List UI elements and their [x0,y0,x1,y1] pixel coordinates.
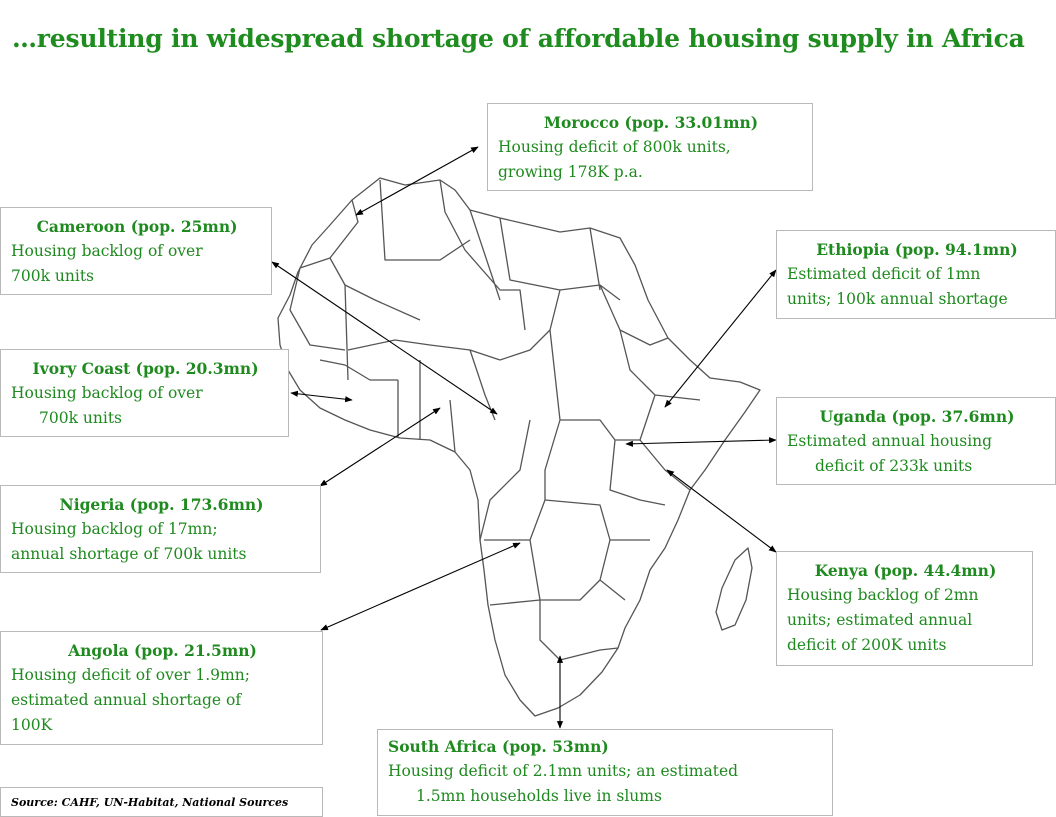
nigeria-line2: annual shortage of 700k units [11,545,247,563]
kenya-line3: deficit of 200K units [787,636,947,654]
box-kenya: Kenya (pop. 44.4mn) Housing backlog of 2… [776,551,1033,666]
angola-heading: Angola (pop. 21.5mn) [68,641,257,660]
angola-line2: estimated annual shortage of [11,691,242,709]
nigeria-line1: Housing backlog of 17mn; [11,520,218,538]
box-uganda: Uganda (pop. 37.6mn) Estimated annual ho… [776,397,1056,485]
angola-line1: Housing deficit of over 1.9mn; [11,666,250,684]
box-morocco: Morocco (pop. 33.01mn) Housing deficit o… [487,103,813,191]
arrow-ivory-coast [290,390,353,403]
morocco-heading: Morocco (pop. 33.01mn) [543,113,759,132]
kenya-line1: Housing backlog of 2mn [787,586,979,604]
arrow-ethiopia [664,269,777,408]
angola-line3: 100K [11,716,53,734]
nigeria-heading: Nigeria (pop. 173.6mn) [59,495,264,514]
arrow-morocco [355,146,479,216]
kenya-line2: units; estimated annual [787,611,973,629]
border-lines [289,179,701,661]
page-title: …resulting in widespread shortage of aff… [12,24,1025,53]
box-nigeria: Nigeria (pop. 173.6mn) Housing backlog o… [0,485,321,573]
ivory-coast-heading: Ivory Coast (pop. 20.3mn) [32,359,259,378]
box-cameroon: Cameroon (pop. 25mn) Housing backlog of … [0,207,272,295]
box-angola: Angola (pop. 21.5mn) Housing deficit of … [0,631,323,745]
box-south-africa: South Africa (pop. 53mn) Housing deficit… [377,729,833,816]
morocco-line1: Housing deficit of 800k units, [498,138,731,156]
arrow-cameroon [271,261,498,415]
source-note: Source: CAHF, UN-Habitat, National Sourc… [0,787,323,817]
south-africa-line1: Housing deficit of 2.1mn units; an estim… [388,762,739,780]
south-africa-heading: South Africa (pop. 53mn) [388,737,609,756]
cameroon-heading: Cameroon (pop. 25mn) [36,217,238,236]
ethiopia-line2: units; 100k annual shortage [787,290,1008,308]
uganda-heading: Uganda (pop. 37.6mn) [819,407,1015,426]
ethiopia-heading: Ethiopia (pop. 94.1mn) [816,240,1018,259]
uganda-line2: deficit of 233k units [815,457,973,475]
ivory-coast-line2: 700k units [39,409,123,427]
uganda-line1: Estimated annual housing [787,432,993,450]
south-africa-line2: 1.5mn households live in slums [416,787,662,805]
box-ivory-coast: Ivory Coast (pop. 20.3mn) Housing backlo… [0,349,289,437]
cameroon-line1: Housing backlog of over [11,242,203,260]
kenya-heading: Kenya (pop. 44.4mn) [814,561,997,580]
arrow-angola [320,542,521,631]
arrow-kenya [666,469,777,553]
arrow-nigeria [319,407,441,487]
ivory-coast-line1: Housing backlog of over [11,384,203,402]
arrow-uganda [625,437,777,447]
box-ethiopia: Ethiopia (pop. 94.1mn) Estimated deficit… [776,230,1056,319]
madagascar-outline [715,547,753,631]
africa-outline [277,177,761,717]
morocco-line2: growing 178K p.a. [498,163,643,181]
ethiopia-line1: Estimated deficit of 1mn [787,265,981,283]
cameroon-line2: 700k units [11,267,95,285]
